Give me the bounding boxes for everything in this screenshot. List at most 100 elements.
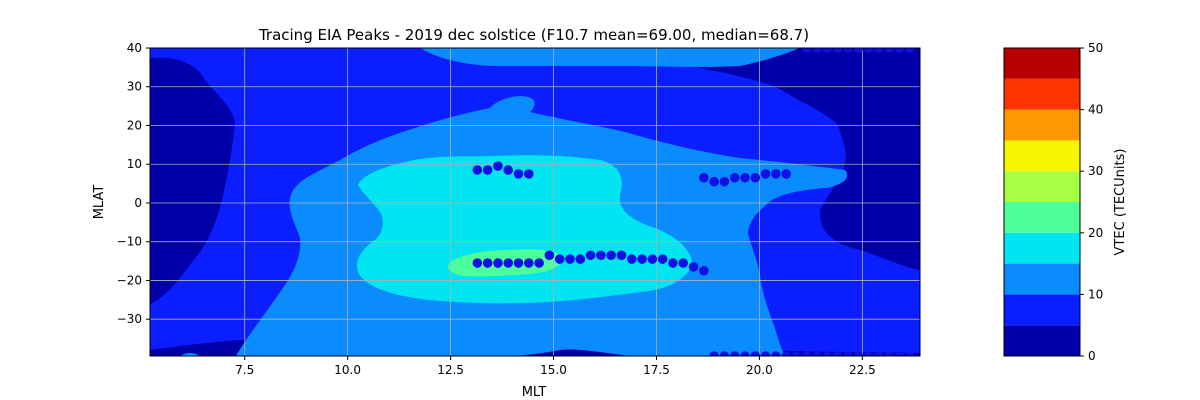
peak-marker	[616, 250, 627, 261]
peak-marker	[482, 258, 493, 268]
peak-marker	[760, 169, 771, 179]
peak-marker	[585, 250, 596, 261]
colorbar	[1004, 48, 1080, 356]
peak-marker	[740, 172, 750, 183]
peak-marker	[565, 254, 575, 264]
colorbar-label: VTEC (TECUnits)	[1113, 149, 1128, 256]
peak-marker	[657, 254, 668, 264]
x-axis-label: MLT	[522, 385, 547, 400]
peak-marker	[534, 258, 544, 268]
peak-marker	[688, 262, 699, 272]
y-tick-label: −10	[117, 235, 142, 249]
peak-marker	[482, 165, 493, 175]
peak-marker	[513, 169, 524, 179]
peak-marker	[750, 351, 761, 356]
x-tick-label: 22.5	[849, 363, 876, 377]
peak-marker	[596, 250, 606, 261]
peak-marker	[575, 254, 586, 264]
colorbar-segment	[1004, 109, 1080, 141]
colorbar-segment	[1004, 232, 1080, 264]
peak-marker	[812, 48, 822, 53]
peak-marker	[472, 165, 483, 175]
colorbar-frame	[1003, 47, 1081, 357]
colorbar-tick-label: 20	[1088, 226, 1103, 240]
peak-marker	[843, 351, 853, 356]
x-tick-label: 15.0	[540, 363, 567, 377]
colorbar-segment	[1004, 263, 1080, 295]
peak-marker	[472, 258, 483, 268]
peak-marker	[729, 172, 740, 183]
peak-marker	[719, 176, 730, 187]
peak-marker	[606, 250, 616, 261]
colorbar-segment	[1004, 294, 1080, 326]
peak-marker	[904, 48, 915, 53]
x-tick-label: 7.5	[235, 363, 254, 377]
peak-marker	[637, 254, 647, 264]
colorbar-tick-label: 30	[1088, 164, 1103, 178]
y-tick-label: −30	[117, 312, 142, 326]
peak-marker	[554, 254, 565, 264]
contour-level-0-5-west	[150, 57, 235, 304]
x-tick-label: 20.0	[746, 363, 773, 377]
colorbar-tick-label: 0	[1088, 349, 1096, 363]
peak-marker	[832, 48, 843, 53]
colorbar-segment	[1004, 78, 1080, 110]
peak-marker	[678, 258, 689, 268]
colorbar-segment	[1004, 171, 1080, 202]
peak-marker	[709, 351, 719, 356]
peak-marker	[801, 48, 812, 53]
grid	[150, 48, 920, 356]
peak-marker	[524, 258, 534, 268]
y-tick-label: 0	[134, 196, 142, 210]
peak-marker	[719, 351, 730, 356]
x-tick-label: 10.0	[334, 363, 361, 377]
y-axis-label: MLAT	[92, 185, 107, 220]
peak-marker	[771, 169, 781, 179]
peak-marker	[626, 254, 637, 264]
peak-marker	[544, 250, 555, 261]
peak-marker	[513, 258, 524, 268]
peak-marker	[843, 48, 853, 53]
y-tick-label: −20	[117, 273, 142, 287]
peak-marker	[884, 48, 894, 53]
colorbar-tick-label: 40	[1088, 103, 1103, 117]
peak-marker	[503, 258, 514, 268]
peak-markers	[472, 48, 915, 356]
peak-marker	[493, 161, 503, 171]
peak-marker	[894, 48, 905, 53]
peak-marker	[503, 165, 514, 175]
colorbar-segment	[1004, 202, 1080, 233]
y-axis-ticks: 40 30 20 10 0 −10 −20 −30	[117, 41, 150, 326]
peak-marker	[812, 351, 822, 356]
colorbar-tick-label: 10	[1088, 287, 1103, 301]
peak-marker	[832, 351, 843, 356]
peak-marker	[904, 351, 915, 356]
plot-frame	[149, 47, 921, 357]
x-tick-label: 12.5	[437, 363, 464, 377]
colorbar-segment	[1004, 325, 1080, 356]
plot-area	[150, 48, 920, 356]
peak-marker	[853, 48, 864, 53]
colorbar-ticks: 0 10 20 30 40 50	[1080, 41, 1103, 363]
peak-marker	[668, 258, 678, 268]
peak-marker	[750, 172, 761, 183]
y-tick-label: 20	[127, 118, 142, 132]
chart-title: Tracing EIA Peaks - 2019 dec solstice (F…	[258, 26, 809, 44]
peak-marker	[699, 265, 709, 276]
y-tick-label: 30	[127, 80, 142, 94]
peak-marker	[647, 254, 658, 264]
peak-marker	[781, 351, 791, 356]
peak-marker	[699, 172, 709, 183]
peak-marker	[729, 351, 740, 356]
colorbar-tick-label: 50	[1088, 41, 1103, 55]
x-tick-label: 17.5	[643, 363, 670, 377]
peak-marker	[791, 351, 802, 356]
contour-level-15-20	[356, 155, 692, 304]
peak-marker	[822, 48, 833, 53]
peak-marker	[524, 169, 534, 179]
peak-marker	[863, 48, 874, 53]
peak-marker	[781, 169, 791, 179]
peak-marker	[740, 351, 750, 356]
peak-marker	[863, 351, 874, 356]
